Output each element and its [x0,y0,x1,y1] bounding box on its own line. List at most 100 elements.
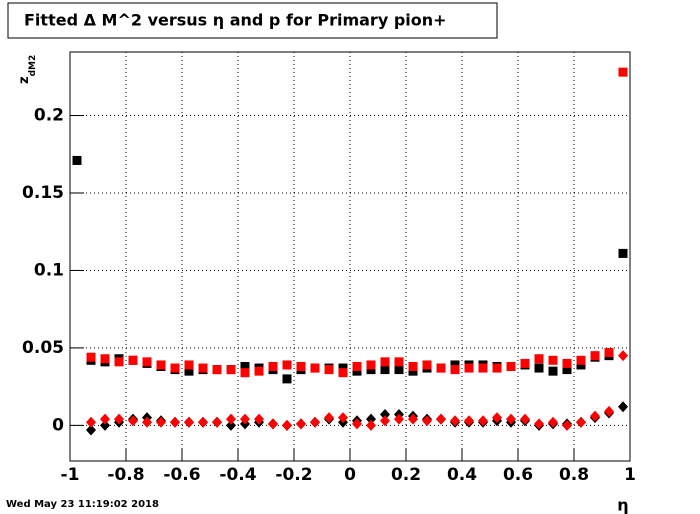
diamond-marker [450,415,460,427]
diamond-marker [226,419,236,431]
square-marker [128,355,138,365]
diamond-marker [142,416,152,428]
diamond-marker [114,413,124,425]
diamond-marker [226,413,236,425]
square-marker [436,363,446,373]
diamond-marker [534,418,544,430]
square-marker [450,360,460,370]
diamond-marker [324,412,334,424]
square-marker [562,358,572,368]
square-marker [324,365,334,375]
title-box [7,2,498,39]
square-marker [268,361,278,371]
square-marker [618,248,628,258]
diamond-marker [366,413,376,425]
diamond-marker [268,418,278,430]
square-marker [170,363,180,373]
diamond-marker [520,413,530,425]
square-marker [142,357,152,367]
square-marker [576,360,586,370]
square-marker [506,361,516,371]
diamond-marker [464,415,474,427]
square-marker [282,374,292,384]
diamond-marker [380,409,390,421]
diamond-marker [548,416,558,428]
x-tick-label: 0.6 [503,465,533,485]
diamond-marker [128,415,138,427]
square-marker [100,354,110,364]
square-marker [156,360,166,370]
square-marker [590,351,600,361]
diamond-marker [394,413,404,425]
diamond-marker [184,416,194,428]
y-tick-label: 0.1 [34,260,64,280]
y-tick-label: 0.15 [22,183,64,203]
diamond-marker [282,419,292,431]
x-tick-label: -1 [61,465,80,485]
square-marker [352,366,362,376]
square-marker [184,366,194,376]
x-tick-label: 0.2 [391,465,421,485]
square-marker [114,357,124,367]
square-marker [212,365,222,375]
square-marker [408,361,418,371]
diamond-marker [618,350,628,362]
square-marker [296,361,306,371]
diamond-marker [478,415,488,427]
diamond-marker [198,416,208,428]
diamond-marker [100,419,110,431]
diamond-marker [352,418,362,430]
diamond-marker [170,416,180,428]
diamond-marker [562,419,572,431]
square-marker [422,360,432,370]
diamond-marker [156,416,166,428]
square-marker [450,365,460,375]
square-marker [394,365,404,375]
x-tick-label: -0.8 [107,465,144,485]
square-marker [338,363,348,373]
y-tick-label: 0.2 [34,106,64,126]
diamond-marker [100,413,110,425]
square-marker [310,363,320,373]
x-axis-label: η [617,496,628,514]
diamond-marker [436,413,446,425]
diamond-marker [254,413,264,425]
square-marker [534,354,544,364]
diamond-marker [86,416,96,428]
y-tick-label: 0 [52,415,64,435]
diamond-marker [576,416,586,428]
chart-title: Fitted Δ M^2 versus η and p for Primary … [24,11,447,30]
diamond-marker [296,418,306,430]
square-marker [464,363,474,373]
x-tick-label: 0.4 [447,465,477,485]
square-marker [338,368,348,378]
diamond-marker [240,413,250,425]
x-tick-label: 0 [344,465,356,485]
square-marker [226,365,236,375]
x-tick-label: 0.8 [559,465,589,485]
square-marker [604,348,614,358]
square-marker [254,366,264,376]
diamond-marker [338,412,348,424]
diamond-marker [310,416,320,428]
square-marker [520,358,530,368]
square-marker [366,360,376,370]
diamond-marker [590,410,600,422]
square-marker [534,363,544,373]
diamond-marker [422,415,432,427]
diamond-marker [380,415,390,427]
x-tick-label: 1 [624,465,636,485]
square-marker [380,365,390,375]
square-marker [548,355,558,365]
square-marker [72,155,82,165]
diamond-marker [366,419,376,431]
square-marker [282,360,292,370]
y-tick-label: 0.05 [22,338,64,358]
square-marker [86,352,96,362]
square-marker [492,363,502,373]
y-label-sub: dM2 [28,55,38,77]
x-tick-label: -0.2 [275,465,312,485]
square-marker [478,363,488,373]
square-marker [240,368,250,378]
